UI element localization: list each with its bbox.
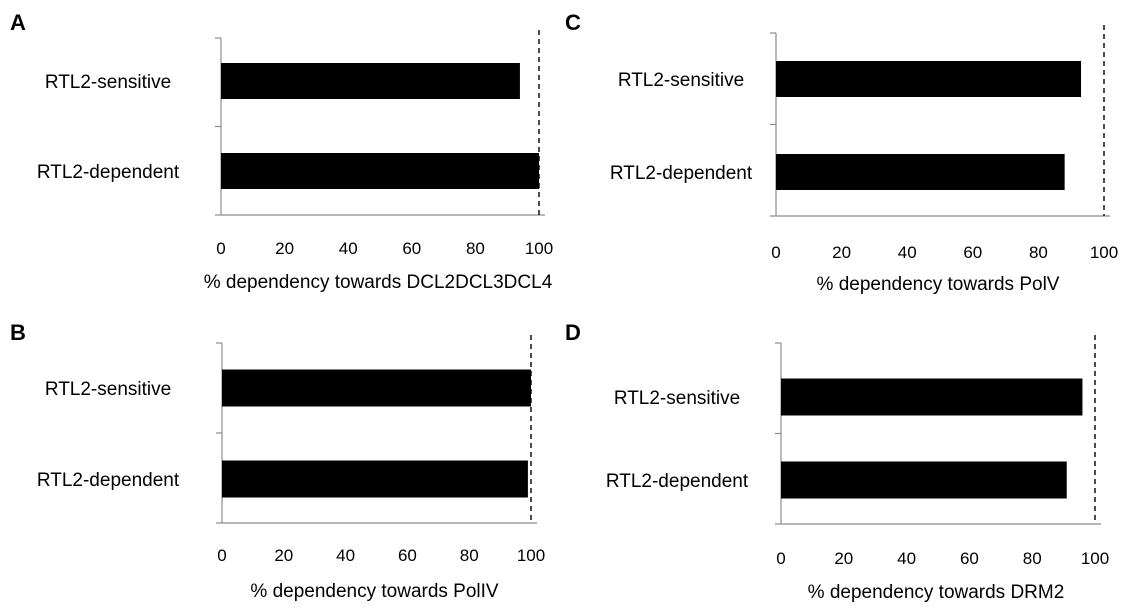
x-tick-label: 80: [460, 546, 479, 565]
x-tick-label: 0: [776, 549, 785, 568]
x-tick-label: 80: [1023, 549, 1042, 568]
category-label: RTL2-dependent: [37, 470, 180, 491]
category-label: RTL2-sensitive: [45, 72, 171, 93]
category-label: RTL2-dependent: [610, 163, 753, 184]
category-label: RTL2-sensitive: [618, 70, 744, 91]
category-label: RTL2-sensitive: [45, 379, 171, 400]
chart-panel-b: B RTL2-sensitive RTL2-dependent 0 20 40 60 80 1…: [0, 305, 560, 609]
bar: [776, 154, 1065, 190]
x-axis-label: % dependency towards DRM2: [808, 582, 1065, 603]
x-tick-label: 0: [771, 243, 780, 262]
x-tick-label: 60: [960, 549, 979, 568]
x-tick-label: 80: [1029, 243, 1048, 262]
category-label: RTL2-sensitive: [614, 388, 740, 409]
panel-letter-b: B: [10, 320, 26, 345]
category-label: RTL2-dependent: [606, 471, 749, 492]
bar: [222, 369, 531, 407]
panel-letter-a: A: [10, 10, 26, 35]
x-tick-label: 40: [336, 546, 355, 565]
x-tick-label: 40: [339, 239, 358, 258]
x-tick-label: 40: [897, 549, 916, 568]
x-tick-label: 100: [1090, 243, 1118, 262]
x-tick-label: 20: [832, 243, 851, 262]
x-tick-label: 100: [1081, 549, 1109, 568]
bar: [781, 461, 1067, 499]
x-tick-label: 60: [402, 239, 421, 258]
x-tick-label: 0: [216, 239, 225, 258]
x-tick-label: 60: [963, 243, 982, 262]
x-tick-label: 20: [274, 546, 293, 565]
category-label: RTL2-dependent: [37, 162, 180, 183]
x-axis-label: % dependency towards PolV: [817, 274, 1060, 295]
chart-panel-c: C RTL2-sensitive RTL2-dependent 0 20 40 60 80 1…: [560, 0, 1125, 305]
x-axis-label: % dependency towards DCL2DCL3DCL4: [204, 272, 553, 293]
x-tick-label: 20: [275, 239, 294, 258]
x-tick-label: 40: [898, 243, 917, 262]
chart-panel-d: D RTL2-sensitive RTL2-dependent 0 20 40 60 80 1…: [560, 305, 1125, 609]
x-tick-label: 0: [217, 546, 226, 565]
chart-panel-a: A RTL2-sensitive RTL2-dependent 0 20 40 60 80 1…: [0, 0, 560, 305]
x-tick-label: 20: [834, 549, 853, 568]
x-tick-label: 100: [525, 239, 553, 258]
x-axis-label: % dependency towards PolIV: [250, 581, 499, 602]
chart-a: RTL2-sensitive RTL2-dependent 0 20 40 60 80 100…: [37, 30, 553, 293]
bar: [781, 378, 1083, 416]
bar: [776, 61, 1082, 97]
bar: [221, 153, 539, 189]
panel-letter-c: C: [565, 10, 581, 35]
chart-c: RTL2-sensitive RTL2-dependent 0 20 40 60 80 100…: [610, 25, 1118, 295]
chart-d: RTL2-sensitive RTL2-dependent 0 20 40 60 80 100…: [606, 335, 1109, 603]
x-tick-label: 60: [398, 546, 417, 565]
x-tick-label: 100: [517, 546, 545, 565]
panel-letter-d: D: [565, 320, 581, 345]
chart-b: RTL2-sensitive RTL2-dependent 0 20 40 60 80 100…: [37, 335, 545, 602]
bar: [221, 63, 520, 99]
bar: [222, 460, 528, 498]
x-tick-label: 80: [466, 239, 485, 258]
